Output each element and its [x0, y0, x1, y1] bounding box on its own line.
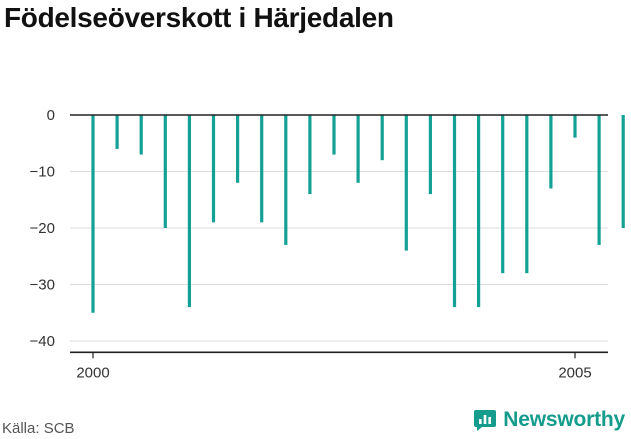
bar: [260, 115, 264, 223]
y-tick-label: −30: [30, 277, 55, 294]
bar: [356, 115, 360, 183]
chart-title: Födelseöverskott i Härjedalen: [4, 2, 394, 33]
y-gridlines: [70, 171, 608, 342]
bar: [284, 115, 288, 245]
chart-badge-icon: [474, 410, 497, 431]
source-note: Källa: SCB: [2, 420, 75, 437]
bar: [452, 115, 457, 308]
bar: [549, 115, 553, 189]
bar: [236, 115, 240, 183]
bar: [308, 115, 312, 195]
newsworthy-logo: Newsworthy: [473, 408, 625, 432]
bar: [525, 115, 529, 274]
y-tick-label: −10: [30, 164, 55, 181]
y-tick-labels: 0 −10 −20 −30 −40: [30, 107, 55, 350]
axes: [70, 114, 608, 359]
bar: [573, 115, 577, 138]
bar: [163, 115, 167, 228]
brand-name: Newsworthy: [503, 408, 625, 431]
bar: [477, 115, 481, 308]
x-tick-label: 2000: [76, 364, 109, 381]
x-tick-label: 2005: [558, 364, 591, 381]
bar: [91, 115, 95, 313]
bar: [187, 115, 191, 308]
bars: [91, 115, 625, 313]
bar: [380, 115, 384, 161]
bar: [115, 115, 119, 149]
bar: [139, 115, 143, 155]
bar: [621, 115, 625, 228]
bar: [597, 115, 601, 245]
bar: [501, 115, 505, 274]
bar: [332, 115, 336, 155]
y-tick-label: 0: [47, 107, 55, 124]
x-tick-labels: 200020052010201520202025: [76, 364, 591, 381]
bar: [211, 115, 216, 223]
bar: [404, 115, 408, 251]
y-tick-label: −20: [30, 220, 55, 237]
y-tick-label: −40: [30, 333, 55, 350]
bar: [428, 115, 432, 195]
bar-chart: 0−10−20−30−40 200020052010201520202025: [30, 107, 625, 381]
